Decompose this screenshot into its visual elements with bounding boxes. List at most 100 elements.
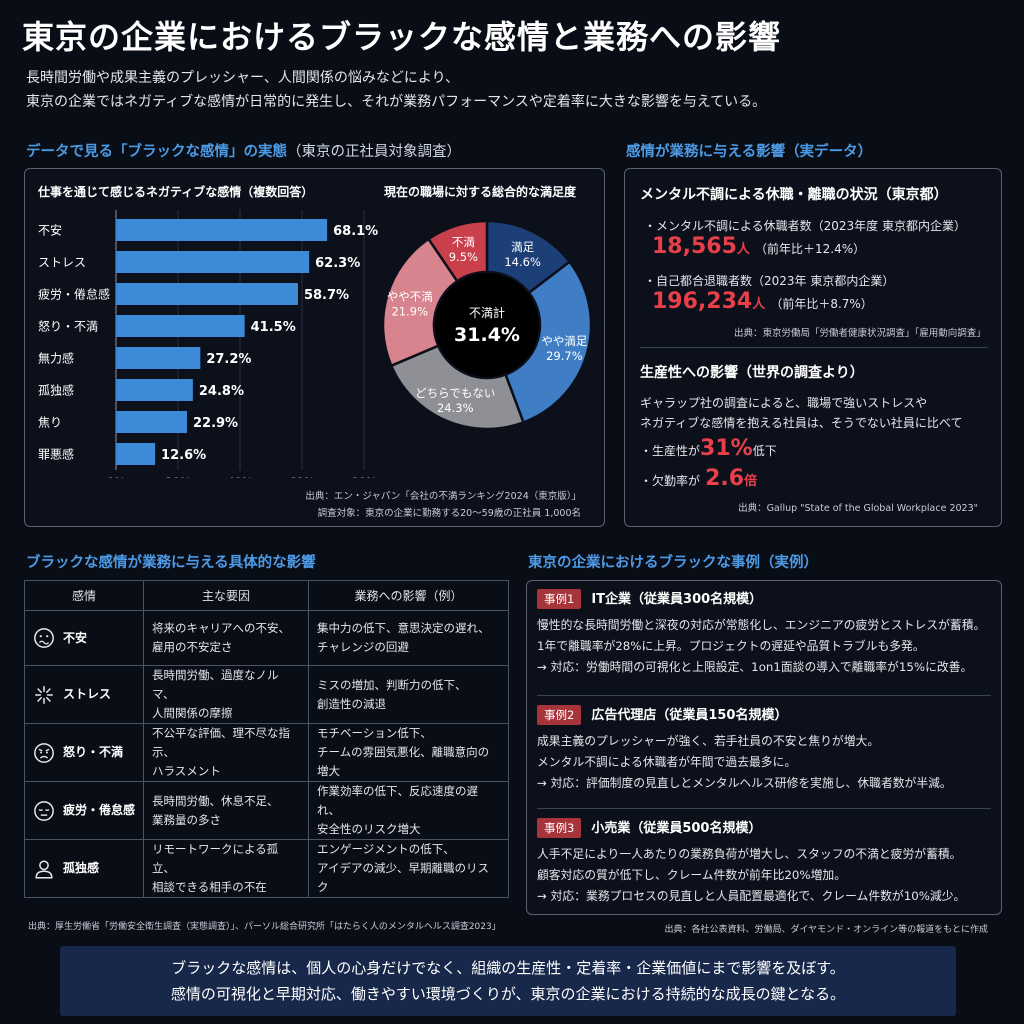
productivity-value: 31% (700, 436, 753, 461)
bar-value-label: 62.3% (315, 256, 360, 271)
cause-line: ハラスメント (152, 764, 221, 778)
leave-count: 18,565 (652, 234, 737, 259)
case-line: 人手不足により一人あたりの業務負荷が増大し、スタッフの不満と疲労が蓄積。 (537, 847, 962, 861)
emotion-label: 怒り・不満 (63, 745, 124, 759)
bar-value-label: 22.9% (193, 416, 238, 431)
emotion-cell: 不安 (33, 627, 135, 649)
leave-label: ・メンタル不調による休職者数（2023年度 東京都内企業） (644, 219, 966, 233)
page-title: 東京の企業におけるブラックな感情と業務への影響 (22, 18, 782, 56)
case-line: メンタル不調による休職者が年間で過去最多に。 (537, 755, 797, 769)
effects-table-wrap: 感情 主な要因 業務への影響（例） 不安 将来のキャリアへの不安、 雇用の不安定さ… (23, 580, 509, 898)
donut-slice (426, 219, 489, 283)
case-line: → 対応：評価制度の見直しとメンタルヘルス研修を実施し、休職者数が半減。 (537, 776, 952, 790)
case-name: 小売業（従業員500名規模） (591, 821, 762, 836)
bar-tick-label: 60% (289, 475, 315, 478)
donut-slice-label: やや満足 (541, 334, 587, 348)
bar-value-label: 58.7% (304, 288, 349, 303)
anxious-face-icon (34, 628, 54, 648)
impact-line: チームの雰囲気悪化、離職意向の増大 (317, 745, 490, 778)
table-row: ストレス 長時間労働、過度なノルマ、 人間関係の摩擦 ミスの増加、判断力の低下、創… (23, 665, 509, 724)
bar (116, 219, 328, 241)
cause-line: 人間関係の摩擦 (152, 706, 233, 720)
case-header: 事例3 小売業（従業員500名規模） (537, 817, 991, 838)
case-tag: 事例3 (537, 818, 582, 838)
case-line: 成果主義のプレッシャーが強く、若手社員の不安と焦りが増大。 (537, 734, 880, 748)
leave-change: （前年比＋12.4%） (755, 242, 866, 256)
donut-slice-label: 満足 (511, 240, 534, 254)
bar-category-label: 疲労・倦怠感 (38, 287, 110, 302)
case-block: 事例3 小売業（従業員500名規模） 人手不足により一人あたりの業務負荷が増大し、… (537, 817, 991, 907)
impact-line: チャレンジの回避 (317, 640, 409, 654)
bar-category-label: 不安 (38, 223, 62, 238)
chart-source-line: 出典：エン・ジャパン「会社の不満ランキング2024（東京版）」 (305, 491, 581, 502)
absence-value: 2.6 (705, 466, 745, 491)
case-header: 事例2 広告代理店（従業員150名規模） (537, 704, 991, 725)
case-divider (537, 808, 991, 809)
bar (116, 315, 245, 337)
productivity-stat: ・生産性が31%低下 (640, 436, 777, 461)
impact-line: 集中力の低下、意思決定の遅れ、 (317, 621, 490, 635)
bar-value-label: 68.1% (333, 224, 378, 239)
emotion-cell: 孤独感 (33, 858, 135, 880)
leave-unit: 人 (736, 242, 750, 257)
section-title-impact: 感情が業務に与える影響（実データ） (626, 144, 873, 160)
bar (116, 379, 193, 401)
case-tag: 事例2 (537, 705, 582, 725)
impact-line: 作業効率の低下、反応速度の遅れ、 (317, 784, 479, 817)
case-tag: 事例1 (537, 589, 582, 609)
case-name: 広告代理店（従業員150名規模） (591, 708, 788, 723)
case-line: 1年で離職率が28%に上昇。プロジェクトの遅延や品質トラブルも多発。 (537, 639, 925, 653)
page-subtitle: 長時間労働や成果主義のプレッシャー、人間関係の悩みなどにより、 東京の企業ではネ… (26, 66, 766, 114)
donut-slice-label: どちらでもない (415, 386, 495, 400)
subtitle-line: 東京の企業ではネガティブな感情が日常的に発生し、それが業務パフォーマンスや定着率… (26, 94, 767, 110)
bar (116, 283, 298, 305)
bar-tick-label: 0% (107, 475, 125, 478)
cases-source: 出典：各社公表資料、労働局、ダイヤモンド・オンライン等の報道をもとに作成 (664, 925, 988, 935)
bar-tick-label: 80% (351, 475, 377, 478)
bar (116, 347, 201, 369)
cases-panel: 事例1 IT企業（従業員300名規模） 慢性的な長時間労働と深夜の対応が常態化し、… (526, 580, 1002, 915)
emotion-cell: 疲労・倦怠感 (33, 800, 135, 822)
bar (116, 411, 187, 433)
conclusion-line: 感情の可視化と早期対応、働きやすい環境づくりが、東京の企業における持続的な成長の… (170, 985, 846, 1003)
cause-line: 業務量の多さ (152, 812, 222, 827)
bar-category-label: 焦り (38, 416, 62, 430)
donut-slice (389, 344, 526, 431)
mental-heading: メンタル不調による休職・離職の状況（東京都） (640, 187, 948, 203)
donut-slice-label: やや不満 (387, 289, 433, 303)
resign-change: （前年比＋8.7%） (770, 297, 873, 311)
productivity-text-line: ギャラップ社の調査によると、職場で強いストレスや (640, 396, 928, 410)
productivity-text: ギャラップ社の調査によると、職場で強いストレスや ネガティブな感情を抱える社員は… (640, 393, 962, 433)
resign-label: ・自己都合退職者数（2023年 東京都内企業） (644, 274, 895, 288)
cause-line: 長時間労働、過度なノルマ、 (152, 668, 279, 701)
section-title-suffix: （東京の正社員対象調査） (287, 144, 461, 160)
pie-chart-title: 現在の職場に対する総合的な満足度 (384, 185, 577, 199)
bar-value-label: 12.6% (161, 448, 206, 463)
table-row: 孤独感 リモートワークによる孤立、 相談できる相手の不在 エンゲージメントの低下、… (23, 839, 509, 898)
case-line: → 対応：労働時間の可視化と上限設定、1on1面談の導入で離職率が15%に改善。 (537, 660, 973, 674)
bar-value-label: 41.5% (251, 320, 296, 335)
emotion-label: 孤独感 (63, 861, 100, 875)
donut-slice (503, 260, 593, 425)
bar-category-label: 怒り・不満 (38, 319, 98, 334)
donut-slice-value: 14.6% (504, 255, 541, 269)
donut-slice-value: 24.3% (437, 401, 474, 415)
case-line: 慢性的な長時間労働と深夜の対応が常態化し、エンジニアの疲労とストレスが蓄積。 (537, 618, 986, 632)
case-name: IT企業（従業員300名規模） (591, 592, 763, 607)
emotion-label: 疲労・倦怠感 (63, 803, 136, 817)
conclusion-line: ブラックな感情は、個人の心身だけでなく、組織の生産性・定着率・企業価値にまで影響… (171, 959, 845, 977)
bar-category-label: 罪悪感 (38, 447, 74, 462)
donut-slice-label: 不満 (452, 235, 475, 249)
chart-source: 出典：エン・ジャパン「会社の不満ランキング2024（東京版）」 調査対象：東京の… (305, 488, 581, 522)
emotion-cell: 怒り・不満 (33, 742, 135, 764)
section-title-data: データで見る「ブラックな感情」の実態（東京の正社員対象調査） (26, 140, 461, 161)
bar-value-label: 24.8% (199, 384, 244, 399)
tired-face-icon (34, 800, 54, 821)
table-row: 疲労・倦怠感 長時間労働、休息不足、 業務量の多さ 作業効率の低下、反応速度の遅れ… (23, 781, 509, 840)
effects-source: 出典：厚生労働省「労働安全衛生調査（実態調査）」、パーソル総合研究所「はたらく人… (28, 922, 501, 932)
impact-line: アイデアの減少、早期離職のリスク (317, 861, 489, 894)
resign-stat: 196,234人 （前年比＋8.7%） (652, 289, 873, 314)
table-header: 感情 (23, 580, 145, 611)
productivity-heading: 生産性への影響（世界の調査より） (640, 365, 864, 381)
impact-line: モチベーション低下、 (317, 726, 432, 740)
